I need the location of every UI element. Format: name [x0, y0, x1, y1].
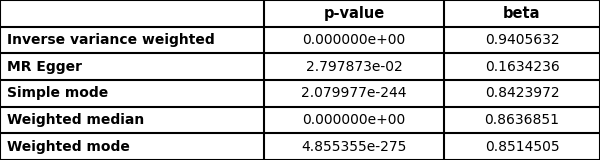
Text: p-value: p-value [323, 6, 385, 21]
Text: 2.797873e-02: 2.797873e-02 [305, 60, 403, 74]
Text: 2.079977e-244: 2.079977e-244 [301, 86, 407, 100]
Text: 0.000000e+00: 0.000000e+00 [302, 113, 406, 127]
Text: Weighted median: Weighted median [7, 113, 145, 127]
Text: 0.9405632: 0.9405632 [485, 33, 559, 47]
Text: 0.000000e+00: 0.000000e+00 [302, 33, 406, 47]
Text: 0.1634236: 0.1634236 [485, 60, 559, 74]
Text: MR Egger: MR Egger [7, 60, 82, 74]
Text: 0.8514505: 0.8514505 [485, 140, 559, 154]
Text: 0.8636851: 0.8636851 [485, 113, 560, 127]
Text: 4.855355e-275: 4.855355e-275 [301, 140, 407, 154]
Text: Inverse variance weighted: Inverse variance weighted [7, 33, 215, 47]
Text: 0.8423972: 0.8423972 [485, 86, 559, 100]
Text: Simple mode: Simple mode [7, 86, 109, 100]
Text: beta: beta [503, 6, 541, 21]
Text: Weighted mode: Weighted mode [7, 140, 130, 154]
